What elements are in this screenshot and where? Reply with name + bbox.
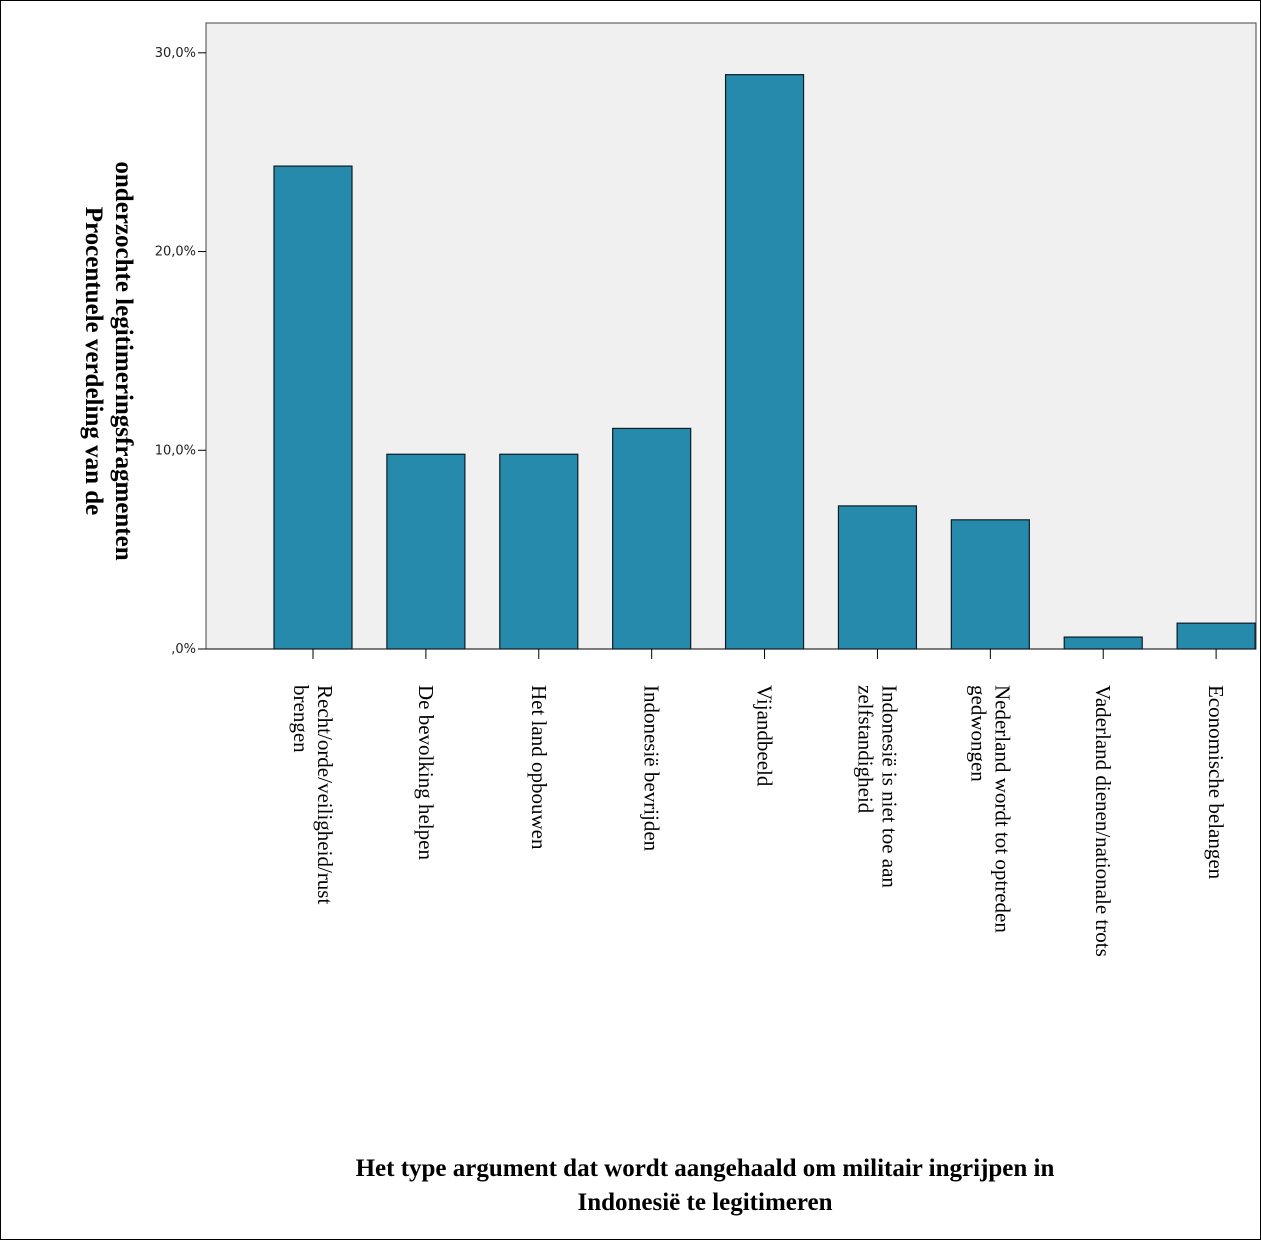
bar: [612, 427, 692, 650]
x-category-label: gedwongen: [966, 685, 990, 782]
x-category-label: Indonesië is niet toe aan: [877, 685, 901, 888]
bar: [724, 74, 805, 650]
x-category-label: brengen: [289, 685, 313, 753]
y-tick-label: 20,0%: [155, 245, 196, 260]
bar: [1063, 636, 1143, 650]
x-category-label: Economische belangen: [1204, 685, 1228, 880]
bar: [1176, 622, 1256, 650]
bar: [499, 453, 579, 650]
y-tick-label: 10,0%: [155, 443, 196, 458]
bar: [386, 453, 466, 650]
x-category-label: Vijandbeeld: [753, 685, 777, 787]
x-category-label: Nederland wordt tot optreden: [990, 685, 1014, 933]
x-axis-title: Het type argument dat wordt aangehaald o…: [356, 1155, 1055, 1216]
x-category-label: De bevolking helpen: [414, 685, 438, 860]
x-category-label: Het land opbouwen: [527, 685, 551, 850]
x-category-label: Recht/orde/veiligheid/rust: [313, 685, 337, 904]
x-category-label: Vaderland dienen/nationale trots: [1091, 685, 1115, 957]
y-tick-label: 30,0%: [155, 46, 196, 61]
y-tick-label: ,0%: [171, 642, 196, 657]
bar: [950, 519, 1030, 650]
bar: [837, 505, 918, 650]
x-category-label: zelfstandigheid: [853, 685, 877, 814]
x-category-label: Indonesië bevrijden: [640, 685, 664, 852]
bar: [273, 165, 353, 650]
y-axis-title: Procentuele verdeling van de onderzochte …: [80, 161, 137, 560]
